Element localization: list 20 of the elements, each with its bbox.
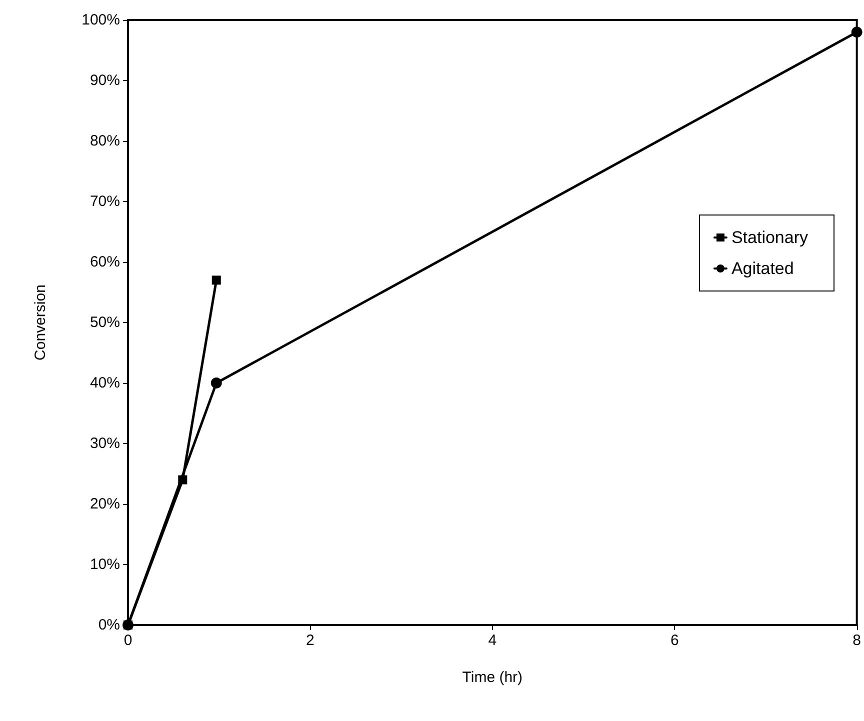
y-axis-title: Conversion: [32, 284, 49, 360]
y-tick-label: 60%: [90, 254, 120, 270]
y-tick-label: 70%: [90, 193, 120, 210]
y-tick-label: 40%: [90, 374, 120, 392]
x-tick-label: 0: [124, 632, 132, 649]
legend-label: Agitated: [731, 259, 794, 278]
y-tick-label: 10%: [90, 556, 120, 573]
y-tick-label: 90%: [90, 72, 120, 89]
y-tick-label: 0%: [98, 616, 120, 634]
x-tick-label: 8: [852, 632, 861, 649]
y-tick-label: 100%: [82, 12, 120, 28]
x-tick-label: 6: [670, 632, 679, 649]
legend-label: Stationary: [731, 228, 808, 247]
y-tick-label: 50%: [90, 314, 120, 331]
x-tick-label: 4: [488, 632, 497, 649]
y-tick-label: 80%: [90, 132, 120, 150]
y-tick-label: 30%: [90, 435, 120, 452]
x-axis-title: Time (hr): [462, 669, 523, 686]
y-tick-label: 20%: [90, 496, 120, 512]
x-tick-label: 2: [306, 632, 314, 649]
